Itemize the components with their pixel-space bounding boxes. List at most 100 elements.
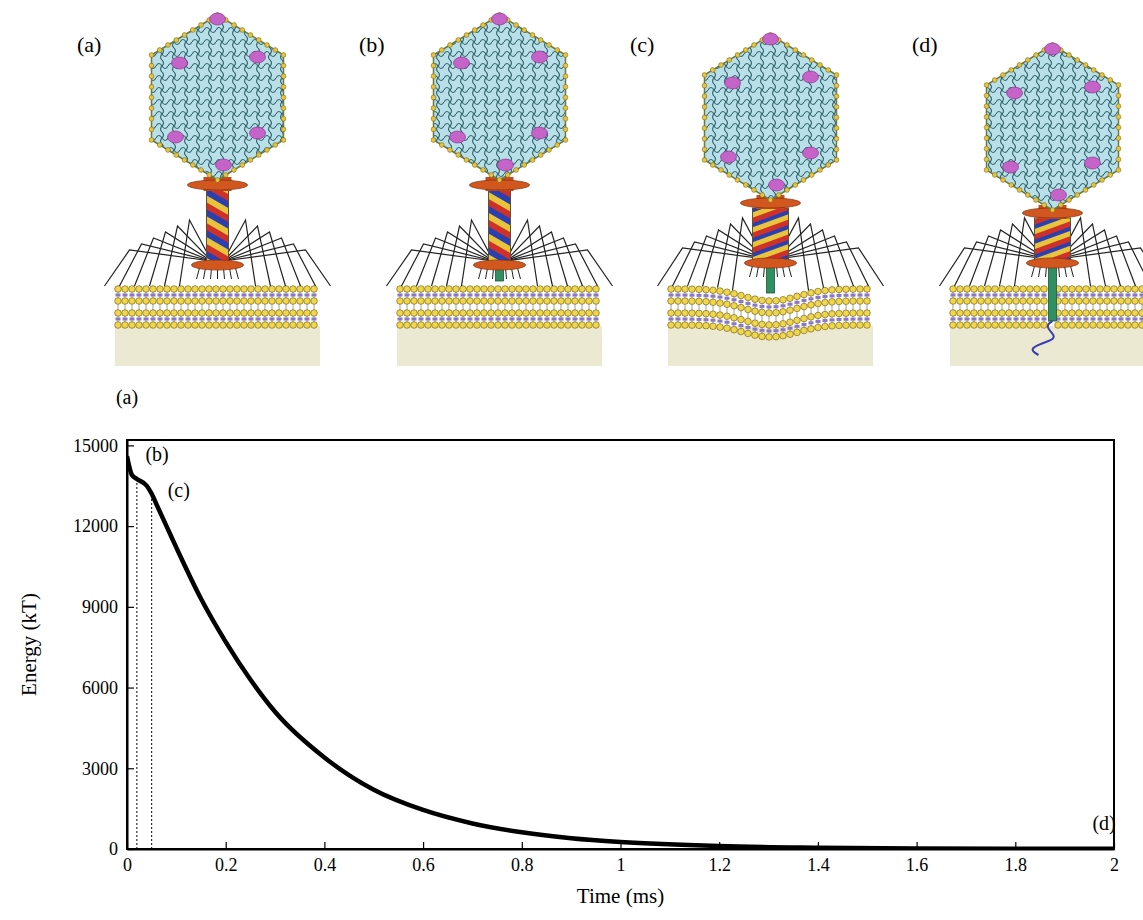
lipid-head	[992, 298, 999, 305]
membrane-protein	[1112, 318, 1117, 321]
lipid-head	[474, 298, 481, 305]
lipid-head	[446, 310, 453, 317]
lipid-head	[1090, 322, 1097, 329]
capsid-protein	[1116, 114, 1121, 119]
lipid-head	[822, 323, 829, 330]
lipid-head	[850, 322, 857, 329]
membrane-protein	[235, 318, 240, 321]
lipid-head	[227, 322, 234, 329]
lipid-head	[1069, 310, 1076, 317]
capsid-protein	[719, 168, 724, 173]
membrane-protein	[587, 318, 592, 321]
capsid-protein	[992, 173, 997, 178]
lipid-head	[439, 310, 446, 317]
membrane-protein	[419, 294, 424, 297]
lipid-head	[710, 287, 717, 294]
lipid-head	[446, 322, 453, 329]
capsid-vertex	[803, 147, 819, 159]
membrane-protein	[256, 318, 261, 321]
lipid-head	[565, 322, 572, 329]
capsid-protein	[563, 116, 568, 121]
lipid-head	[1034, 286, 1041, 293]
capsid-protein	[472, 163, 477, 168]
capsid-protein	[1116, 83, 1121, 88]
membrane-protein	[767, 305, 772, 308]
lipid-head	[262, 286, 269, 293]
y-tick-label: 12000	[73, 516, 118, 536]
lipid-head	[220, 298, 227, 305]
capsid-vertex	[721, 151, 737, 163]
lipid-head	[199, 298, 206, 305]
y-axis-title: Energy (kT)	[17, 593, 41, 696]
lipid-head	[418, 322, 425, 329]
lipid-head	[227, 298, 234, 305]
lipid-head	[551, 322, 558, 329]
lipid-head	[404, 286, 411, 293]
membrane-protein	[137, 318, 142, 321]
x-tick-mark	[719, 842, 720, 849]
membrane-protein	[277, 318, 282, 321]
capsid-protein	[563, 95, 568, 100]
lipid-head	[1104, 298, 1111, 305]
membrane-protein	[580, 318, 585, 321]
membrane-protein	[263, 318, 268, 321]
lipid-head	[579, 298, 586, 305]
lipid-head	[717, 324, 724, 331]
lipid-head	[150, 310, 157, 317]
lipid-head	[311, 310, 318, 317]
membrane-protein	[1140, 294, 1143, 297]
capsid-protein	[248, 158, 253, 163]
capsid-protein	[174, 153, 179, 158]
lipid-head	[143, 298, 150, 305]
lipid-head	[1083, 310, 1090, 317]
lipid-head	[992, 322, 999, 329]
lipid-head	[1132, 310, 1139, 317]
lipid-head	[290, 298, 297, 305]
lipid-head	[269, 310, 276, 317]
lipid-head	[1020, 298, 1027, 305]
capsid-protein	[702, 115, 707, 120]
lipid-head	[234, 286, 241, 293]
lipid-head	[150, 298, 157, 305]
x-tick-label: 1.2	[708, 855, 731, 875]
capsid-protein	[497, 178, 502, 183]
lipid-head	[703, 286, 710, 293]
capsid-protein	[149, 116, 154, 121]
lipid-head	[537, 286, 544, 293]
membrane-protein	[844, 294, 849, 297]
capsid-protein	[439, 143, 444, 148]
lipid-head	[593, 310, 600, 317]
capsid-protein	[215, 178, 220, 183]
lipid-head	[129, 310, 136, 317]
lipid-head	[738, 328, 745, 335]
lipid-head	[516, 310, 523, 317]
capsid-protein	[727, 58, 732, 63]
lipid-head	[752, 296, 759, 303]
membrane-protein	[517, 318, 522, 321]
capsid-protein	[223, 173, 228, 178]
lipid-head	[971, 286, 978, 293]
membrane-protein	[993, 318, 998, 321]
lipid-head	[551, 286, 558, 293]
lipid-head	[185, 322, 192, 329]
membrane-protein	[1007, 294, 1012, 297]
membrane-protein	[552, 318, 557, 321]
membrane-protein	[1007, 318, 1012, 321]
lipid-head	[1013, 298, 1020, 305]
baseplate	[192, 260, 244, 270]
membrane-protein	[242, 318, 247, 321]
lipid-head	[297, 310, 304, 317]
lipid-head	[453, 322, 460, 329]
lipid-head	[773, 309, 780, 316]
lipid-head	[586, 298, 593, 305]
lipid-head	[787, 307, 794, 314]
membrane-protein	[669, 294, 674, 297]
lipid-head	[822, 299, 829, 306]
membrane-protein	[158, 318, 163, 321]
x-tick-mark	[620, 842, 621, 849]
lipid-head	[241, 298, 248, 305]
membrane-protein	[1035, 318, 1040, 321]
lipid-head	[808, 302, 815, 309]
membrane-protein	[1126, 294, 1131, 297]
membrane-protein	[1077, 318, 1082, 321]
